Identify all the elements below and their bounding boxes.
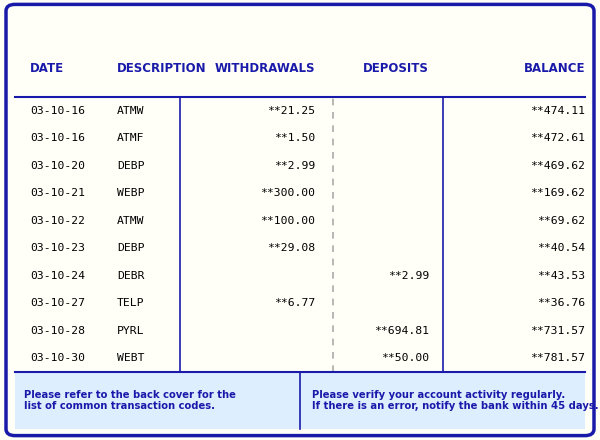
Text: 03-10-30: 03-10-30 bbox=[30, 353, 85, 363]
Text: ATMW: ATMW bbox=[117, 106, 145, 116]
Text: 03-10-22: 03-10-22 bbox=[30, 216, 85, 226]
Text: DATE: DATE bbox=[30, 62, 64, 75]
Text: **694.81: **694.81 bbox=[374, 326, 429, 336]
Text: 03-10-16: 03-10-16 bbox=[30, 133, 85, 143]
Text: **50.00: **50.00 bbox=[381, 353, 429, 363]
Text: 03-10-21: 03-10-21 bbox=[30, 188, 85, 198]
Text: **469.62: **469.62 bbox=[530, 161, 585, 171]
FancyBboxPatch shape bbox=[15, 372, 585, 429]
Text: DEBP: DEBP bbox=[117, 161, 145, 171]
Text: DEPOSITS: DEPOSITS bbox=[363, 62, 429, 75]
Text: **781.57: **781.57 bbox=[530, 353, 585, 363]
Text: **100.00: **100.00 bbox=[260, 216, 315, 226]
Text: 03-10-27: 03-10-27 bbox=[30, 298, 85, 308]
Text: **29.08: **29.08 bbox=[267, 243, 315, 253]
FancyBboxPatch shape bbox=[6, 4, 594, 436]
Text: Please verify your account activity regularly.
If there is an error, notify the : Please verify your account activity regu… bbox=[312, 389, 599, 411]
Text: **1.50: **1.50 bbox=[274, 133, 315, 143]
Text: **2.99: **2.99 bbox=[274, 161, 315, 171]
Text: DEBP: DEBP bbox=[117, 243, 145, 253]
Text: **69.62: **69.62 bbox=[537, 216, 585, 226]
Text: 03-10-28: 03-10-28 bbox=[30, 326, 85, 336]
Text: WEBP: WEBP bbox=[117, 188, 145, 198]
Text: PYRL: PYRL bbox=[117, 326, 145, 336]
Text: TELP: TELP bbox=[117, 298, 145, 308]
Text: 03-10-23: 03-10-23 bbox=[30, 243, 85, 253]
Text: **300.00: **300.00 bbox=[260, 188, 315, 198]
Text: 03-10-24: 03-10-24 bbox=[30, 271, 85, 281]
Text: BALANCE: BALANCE bbox=[523, 62, 585, 75]
Text: ATMF: ATMF bbox=[117, 133, 145, 143]
Text: DESCRIPTION: DESCRIPTION bbox=[117, 62, 206, 75]
Text: **43.53: **43.53 bbox=[537, 271, 585, 281]
Text: DEBR: DEBR bbox=[117, 271, 145, 281]
Text: **472.61: **472.61 bbox=[530, 133, 585, 143]
Text: **2.99: **2.99 bbox=[388, 271, 429, 281]
Text: WEBT: WEBT bbox=[117, 353, 145, 363]
Text: **169.62: **169.62 bbox=[530, 188, 585, 198]
Text: **21.25: **21.25 bbox=[267, 106, 315, 116]
Text: ATMW: ATMW bbox=[117, 216, 145, 226]
Text: 03-10-20: 03-10-20 bbox=[30, 161, 85, 171]
Text: **36.76: **36.76 bbox=[537, 298, 585, 308]
Text: **731.57: **731.57 bbox=[530, 326, 585, 336]
Text: **474.11: **474.11 bbox=[530, 106, 585, 116]
Text: **6.77: **6.77 bbox=[274, 298, 315, 308]
Text: **40.54: **40.54 bbox=[537, 243, 585, 253]
Text: 03-10-16: 03-10-16 bbox=[30, 106, 85, 116]
Text: WITHDRAWALS: WITHDRAWALS bbox=[215, 62, 315, 75]
Text: Please refer to the back cover for the
list of common transaction codes.: Please refer to the back cover for the l… bbox=[24, 389, 236, 411]
